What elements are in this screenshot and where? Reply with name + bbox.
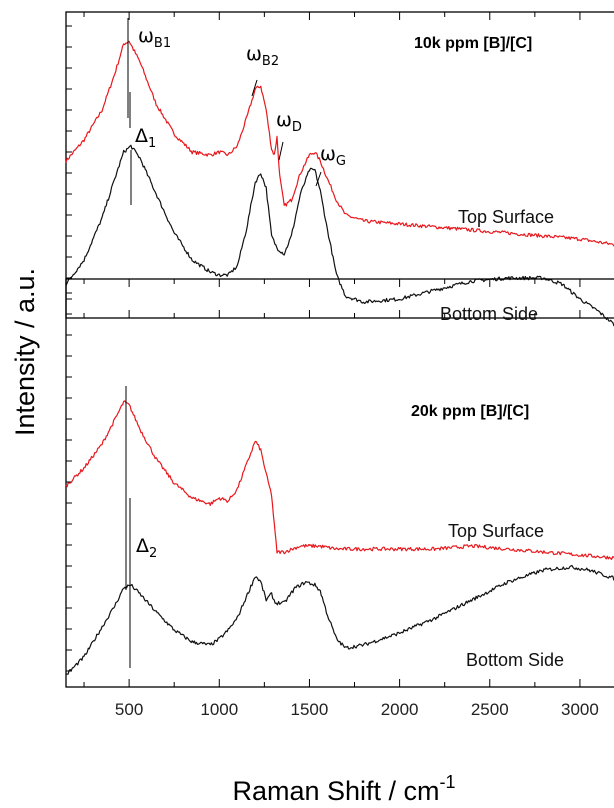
omega-d-label: ωD [276,109,302,135]
panel-10k-x-ticks [83,12,581,318]
panel-10k-y-ticks [66,25,72,300]
y-axis-title: Intensity / a.u. [10,268,40,436]
series-top-surface-line [65,40,614,247]
panel-20k: Δ2 20k ppm [B]/[C] Top Surface Bottom Si… [65,278,614,688]
panel-20k-annotations: Δ2 [125,386,157,668]
omega-g-label: ωG [320,143,346,169]
x-tick-label: 1000 [200,700,238,719]
panel-20k-series [65,400,614,675]
panel-20k-bottom-side-label: Bottom Side [466,650,564,670]
x-axis-title: Raman Shift / cm-1 [232,772,455,806]
series-bottom-side-line [65,144,614,327]
panel-20k-top-surface-label: Top Surface [448,521,544,541]
panel-10k-title: 10k ppm [B]/[C] [414,35,532,52]
series-top-surface-line [65,400,614,561]
panel-10k-top-surface-label: Top Surface [458,207,554,227]
x-tick-label: 3000 [561,700,599,719]
panel-20k-frame [65,278,614,688]
omega-b2-label: ωB2 [246,43,279,69]
delta-1-label: Δ1 [135,125,156,151]
omega-b1-label: ωB1 [138,25,171,51]
x-tick-labels: 500 1000 1500 2000 2500 3000 [115,700,599,719]
panel-20k-x-ticks [83,279,581,687]
panel-20k-title: 20k ppm [B]/[C] [411,403,529,420]
x-tick-label: 500 [115,700,143,719]
omega-g-leader-line [315,171,322,187]
panel-10k: ωB1 ωB2 ωD ωG Δ1 10k ppm [B]/[C] Top Sur… [65,11,614,327]
panel-10k-annotations: ωB1 ωB2 ωD ωG Δ1 [127,18,346,205]
panel-10k-frame [65,11,614,319]
delta-2-label: Δ2 [136,535,157,561]
panel-10k-bottom-side-label: Bottom Side [440,304,538,324]
omega-d-leader-line [278,141,284,161]
x-tick-label: 2500 [471,700,509,719]
panel-10k-series [65,40,614,327]
series-bottom-side-line [65,564,614,675]
omega-b2-leader-line [251,79,258,97]
x-tick-label: 1500 [291,700,329,719]
x-tick-label: 2000 [381,700,419,719]
